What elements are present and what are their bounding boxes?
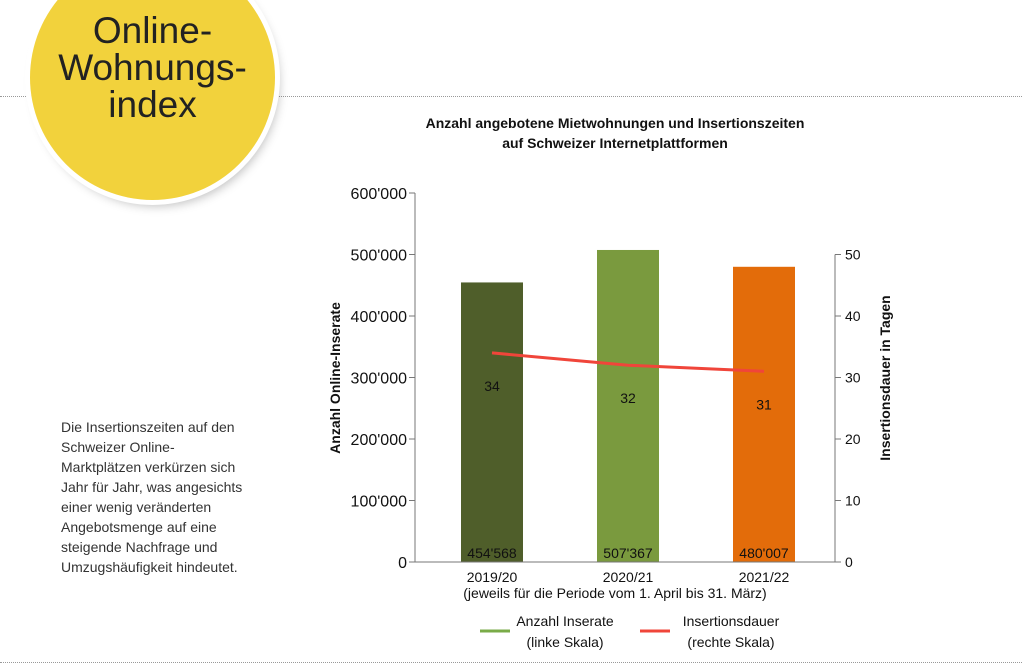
x-axis-label: (jeweils für die Periode vom 1. April bi… (463, 585, 766, 601)
bar-value-label: 507'367 (603, 545, 653, 561)
bottom-divider (0, 662, 1022, 663)
chart-subtitle: auf Schweizer Internetplattformen (502, 135, 728, 151)
y-tick-label: 100'000 (351, 494, 408, 511)
bar (733, 266, 795, 562)
bar (597, 249, 659, 562)
x-tick-label: 2020/21 (603, 569, 654, 585)
legend-label: Insertionsdauer (683, 613, 780, 629)
y-tick-label: 400'000 (351, 309, 408, 326)
y-tick-label: 0 (398, 555, 407, 572)
badge-line: Wohnungs- (58, 47, 247, 88)
y2-tick-label: 50 (845, 247, 861, 263)
legend-label: Anzahl Inserate (516, 613, 613, 629)
top-divider (0, 96, 1022, 97)
y-tick-label: 200'000 (351, 432, 408, 449)
y-tick-label: 500'000 (351, 248, 408, 265)
y2-axis-title: Insertionsdauer in Tagen (877, 295, 893, 460)
legend-sublabel: (rechte Skala) (687, 634, 774, 650)
line-value-label: 32 (620, 390, 636, 406)
index-badge (30, 0, 275, 200)
y2-tick-label: 20 (845, 431, 861, 447)
bar-value-label: 480'007 (739, 545, 789, 561)
x-tick-label: 2021/22 (739, 569, 790, 585)
y-tick-label: 600'000 (351, 186, 408, 203)
badge-line: index (108, 84, 197, 125)
bar-value-label: 454'568 (467, 545, 517, 561)
y2-tick-label: 30 (845, 370, 861, 386)
line-value-label: 34 (484, 378, 500, 394)
chart-title: Anzahl angebotene Mietwohnungen und Inse… (426, 115, 805, 131)
bar (461, 282, 523, 562)
legend-sublabel: (linke Skala) (526, 634, 603, 650)
y-axis-title: Anzahl Online-Inserate (327, 302, 343, 454)
duration-line (491, 351, 765, 373)
y2-tick-label: 0 (845, 554, 853, 570)
x-tick-label: 2019/20 (467, 569, 518, 585)
badge-line: Online- (92, 10, 213, 51)
line-value-label: 31 (756, 396, 772, 412)
badge-title: Online- Wohnungs- index (30, 12, 275, 123)
side-text: Die Insertionszeiten auf den Schweizer O… (61, 419, 243, 575)
y2-tick-label: 10 (845, 493, 861, 509)
y2-tick-label: 40 (845, 308, 861, 324)
y-tick-label: 300'000 (351, 371, 408, 388)
